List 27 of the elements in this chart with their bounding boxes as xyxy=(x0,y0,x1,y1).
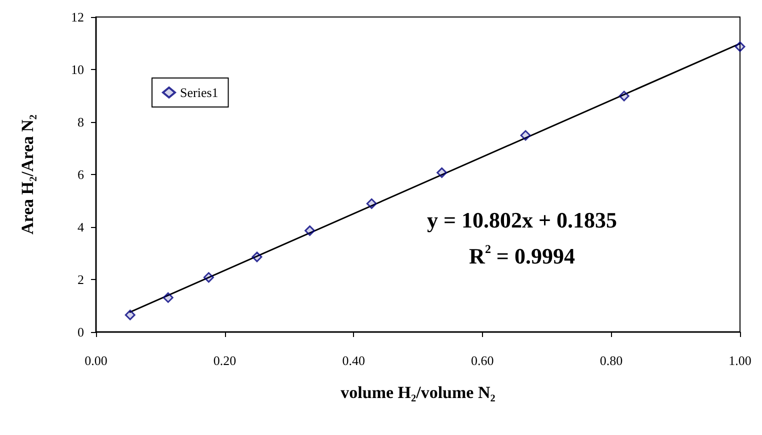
y-tick-label: 6 xyxy=(78,167,84,182)
point xyxy=(436,167,448,178)
point xyxy=(252,252,262,262)
y-tick-label: 2 xyxy=(78,272,84,287)
y-axis-title: Area H₂/Area N₂ xyxy=(18,114,37,235)
x-axis-title: volume H₂/volume N₂ xyxy=(340,383,496,402)
y-tick-label: 10 xyxy=(71,62,84,77)
legend-label: Series1 xyxy=(180,85,218,100)
point xyxy=(162,292,174,303)
point xyxy=(520,130,531,141)
point xyxy=(304,225,316,236)
x-tick-label: 0.00 xyxy=(84,353,108,368)
point xyxy=(734,41,746,52)
y-tick-label: 12 xyxy=(71,10,84,24)
y-tick-label: 8 xyxy=(78,114,84,130)
x-tick-label: 0.20 xyxy=(213,353,236,368)
point xyxy=(366,198,377,209)
point xyxy=(618,90,630,102)
point xyxy=(203,272,214,283)
annotation: y = 10.802x + 0.1835 xyxy=(426,208,618,232)
x-tick-label: 1.00 xyxy=(728,353,752,368)
point xyxy=(124,310,136,320)
x-tick-label: 0.40 xyxy=(342,353,365,368)
y-tick-label: 4 xyxy=(78,220,84,234)
y-tick-label: 0 xyxy=(78,324,84,340)
x-tick-label: 0.60 xyxy=(471,353,494,368)
x-tick-label: 0.80 xyxy=(600,353,623,368)
